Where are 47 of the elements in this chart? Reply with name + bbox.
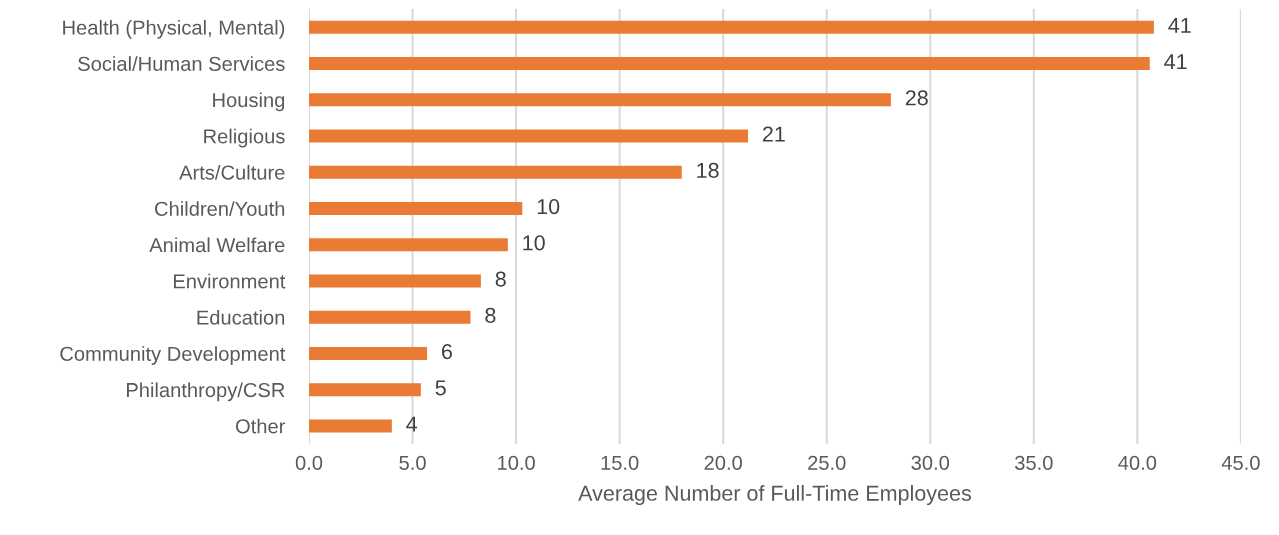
bar (309, 56, 1150, 70)
y-tick-label: Religious (204, 128, 285, 148)
data-label: 18 (697, 162, 719, 178)
y-tick-label: Other (235, 418, 286, 434)
x-tick-label: 30.0 (911, 455, 950, 470)
x-tick-label: 35.0 (1014, 455, 1053, 470)
y-tick-label: Community Development (60, 346, 286, 365)
data-label: 6 (442, 343, 452, 360)
bar (309, 20, 1154, 34)
x-tick-label: 0.0 (295, 455, 323, 470)
bar (309, 93, 891, 107)
y-tick-label: Health (Physical, Mental) (63, 19, 285, 39)
x-tick-label: 25.0 (808, 455, 846, 470)
x-tick-label: 15.0 (601, 455, 639, 470)
y-tick-label: Education (197, 309, 285, 325)
data-label: 21 (763, 126, 785, 142)
data-label: 41 (1164, 54, 1187, 70)
x-tick-label: 40.0 (1118, 455, 1157, 470)
bar (309, 165, 682, 179)
bar (309, 310, 471, 324)
y-tick-label: Philanthropy/CSR (126, 382, 285, 402)
data-label: 5 (435, 380, 446, 396)
y-tick-label: Housing (213, 92, 285, 112)
bar (309, 238, 508, 252)
x-tick-label: 10.0 (498, 455, 535, 470)
y-tick-label: Children/Youth (155, 201, 285, 216)
y-tick-label: Arts/Culture (179, 164, 285, 180)
data-label: 28 (905, 90, 928, 106)
x-tick-label: 20.0 (704, 455, 742, 470)
data-label: 8 (485, 307, 496, 323)
y-tick-label: Social/Human Services (78, 56, 285, 71)
bar (309, 274, 481, 288)
y-tick-label: Animal Welfare (149, 237, 285, 253)
bar (309, 201, 523, 215)
data-label: 41 (1168, 17, 1191, 33)
bar (309, 346, 428, 360)
bar (309, 383, 421, 397)
data-label: 8 (495, 271, 506, 287)
x-tick-label: 45.0 (1221, 455, 1260, 470)
x-axis-title: Average Number of Full-Time Employees (578, 485, 971, 506)
bar (309, 129, 749, 143)
data-label: 4 (406, 416, 418, 432)
x-tick-label: 5.0 (399, 455, 426, 470)
y-tick-label: Environment (174, 273, 286, 289)
data-label: 10 (523, 235, 545, 251)
data-label: 10 (537, 198, 560, 215)
bar (309, 419, 392, 433)
